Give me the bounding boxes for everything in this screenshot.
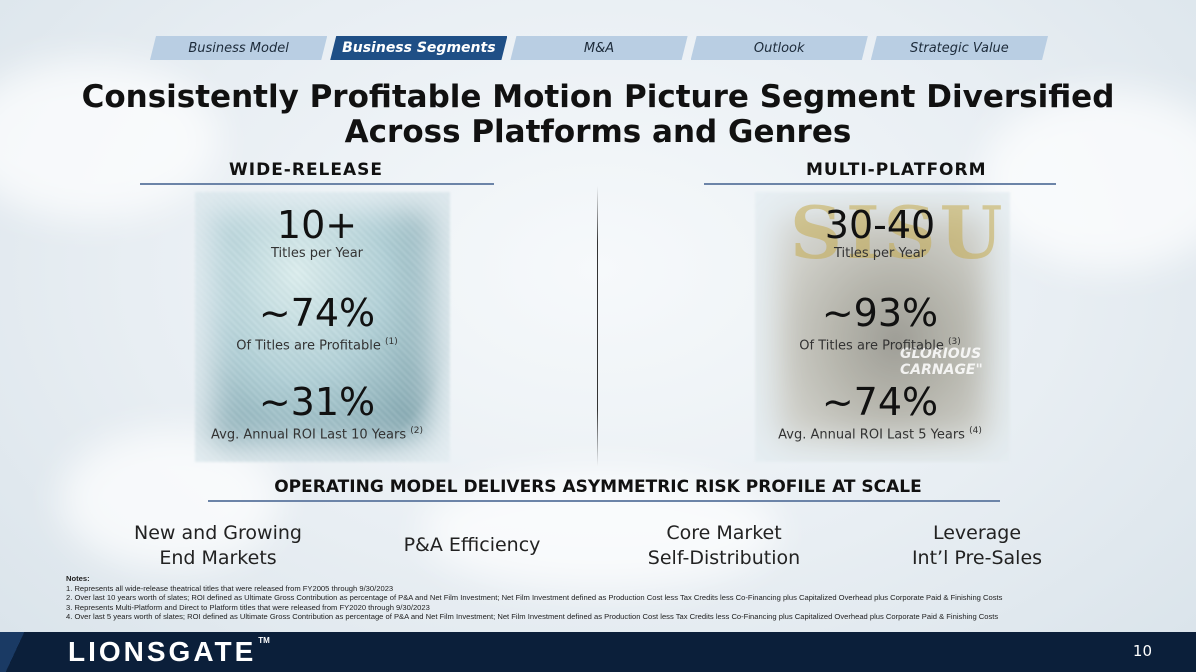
pillar-new-markets: New and Growing End Markets — [134, 522, 302, 569]
stat-multi-titles: 30-40 Titles per Year — [730, 204, 1030, 262]
stat-wide-profitable: ~74% Of Titles are Profitable (1) — [167, 292, 467, 354]
multi-platform-poster-image — [755, 192, 1010, 462]
stat-label: Avg. Annual ROI Last 5 Years (4) — [778, 426, 982, 443]
stat-label: Titles per Year — [833, 246, 926, 261]
pillar-self-distribution: Core Market Self-Distribution — [647, 522, 801, 569]
stat-multi-roi: ~74% Avg. Annual ROI Last 5 Years (4) — [730, 381, 1030, 443]
slide-title-line1: Consistently Profitable Motion Picture S… — [81, 79, 1115, 115]
operating-model-heading: OPERATING MODEL DELIVERS ASYMMETRIC RISK… — [274, 477, 922, 497]
note-item: 4. Over last 5 years worth of slates; RO… — [66, 612, 999, 622]
operating-model-underline — [208, 500, 1000, 502]
tab-m-and-a[interactable]: M&A — [510, 36, 687, 60]
wide-release-underline — [140, 183, 494, 185]
stat-label: Titles per Year — [270, 246, 363, 261]
section-nav: Business Model Business Segments M&A Out… — [150, 36, 1048, 60]
stat-value: ~74% — [258, 291, 376, 335]
slide-title: Consistently Profitable Motion Picture S… — [0, 80, 1196, 150]
footer-bar: LIONSGATE TM 10 — [0, 632, 1196, 672]
notes-heading: Notes: — [66, 574, 90, 583]
stat-value: 30-40 — [824, 203, 936, 247]
tab-business-segments[interactable]: Business Segments — [330, 36, 507, 60]
poster-tagline: GLORIOUS CARNAGE" — [900, 346, 983, 378]
stat-value: 10+ — [276, 203, 358, 247]
stat-multi-profitable: ~93% Of Titles are Profitable (3) — [730, 292, 1030, 354]
stat-wide-titles: 10+ Titles per Year — [167, 204, 467, 262]
wide-release-heading: WIDE-RELEASE — [229, 160, 384, 180]
stat-value: ~74% — [821, 380, 939, 424]
tab-business-model[interactable]: Business Model — [150, 36, 327, 60]
footnotes: Notes: 1. Represents all wide-release th… — [66, 574, 1176, 622]
poster-title-text: SISU — [790, 190, 1007, 275]
pillar-pa-efficiency: P&A Efficiency — [403, 534, 541, 556]
stat-label: Of Titles are Profitable (1) — [236, 337, 398, 354]
multi-platform-underline — [704, 183, 1056, 185]
stat-value: ~31% — [258, 380, 376, 424]
footnote-ref: (3) — [948, 337, 961, 347]
column-divider — [597, 186, 598, 466]
note-item: 3. Represents Multi-Platform and Direct … — [66, 602, 430, 612]
footnote-ref: (4) — [969, 426, 982, 436]
footnote-ref: (1) — [385, 337, 398, 347]
stat-value: ~93% — [821, 291, 939, 335]
lionsgate-logo: LIONSGATE TM — [68, 636, 270, 667]
stat-label: Of Titles are Profitable (3) — [799, 337, 961, 354]
multi-platform-heading: MULTI-PLATFORM — [806, 160, 987, 180]
note-item: 1. Represents all wide-release theatrica… — [66, 583, 394, 593]
stat-label: Avg. Annual ROI Last 10 Years (2) — [211, 426, 423, 443]
note-item: 2. Over last 10 years worth of slates; R… — [66, 593, 1003, 603]
page-number: 10 — [1132, 642, 1152, 660]
tab-strategic-value[interactable]: Strategic Value — [871, 36, 1048, 60]
pillar-pre-sales: Leverage Int’l Pre-Sales — [911, 522, 1043, 569]
tab-outlook[interactable]: Outlook — [691, 36, 868, 60]
wide-release-background-image — [195, 192, 450, 462]
slide-title-line2: Across Platforms and Genres — [344, 114, 852, 150]
footer-stripe — [0, 632, 30, 672]
stat-wide-roi: ~31% Avg. Annual ROI Last 10 Years (2) — [167, 381, 467, 443]
footnote-ref: (2) — [410, 426, 423, 436]
